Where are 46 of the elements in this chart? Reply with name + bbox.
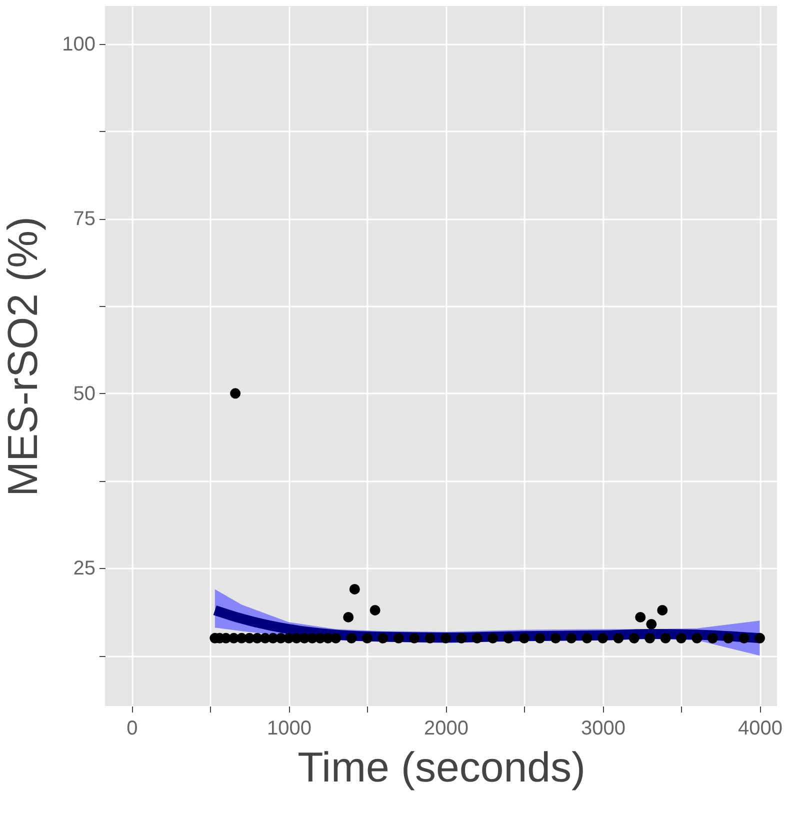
x-tick-label: 1000: [266, 718, 312, 740]
point: [424, 632, 436, 644]
point: [362, 632, 372, 644]
point: [488, 632, 498, 644]
point: [566, 632, 577, 644]
point: [378, 632, 388, 644]
point: [349, 584, 360, 594]
y-tick-label: 75: [73, 208, 96, 230]
point: [723, 632, 734, 644]
point: [330, 632, 342, 644]
point: [518, 632, 530, 644]
point: [635, 612, 646, 622]
point: [343, 612, 354, 622]
point: [597, 632, 608, 644]
x-axis-title: Time (seconds): [298, 744, 586, 790]
point: [440, 632, 451, 644]
point: [646, 618, 657, 630]
x-tick-label: 0: [126, 718, 138, 740]
point: [657, 604, 668, 616]
point: [456, 632, 467, 644]
x-tick-label: 2000: [424, 718, 468, 740]
point: [676, 632, 686, 644]
y-axis-title: MES-rSO2 (%): [0, 216, 46, 497]
y-tick-label: 25: [73, 558, 96, 580]
point: [613, 632, 624, 644]
y-tick-label: 50: [73, 382, 96, 405]
point: [534, 632, 546, 644]
point: [738, 632, 750, 644]
point: [754, 632, 765, 644]
point: [692, 632, 702, 644]
point: [660, 632, 671, 644]
point: [346, 632, 357, 644]
point: [582, 632, 592, 644]
point: [472, 632, 482, 644]
x-tick-label: 4000: [738, 718, 782, 740]
point: [230, 388, 241, 399]
point: [550, 632, 561, 644]
point: [707, 632, 718, 644]
point: [393, 632, 404, 644]
point: [503, 632, 514, 644]
point: [628, 632, 640, 644]
point: [370, 604, 380, 616]
point: [409, 632, 420, 644]
y-tick-label: 100: [62, 33, 96, 56]
x-tick-label: 3000: [580, 718, 626, 740]
point: [644, 632, 656, 644]
